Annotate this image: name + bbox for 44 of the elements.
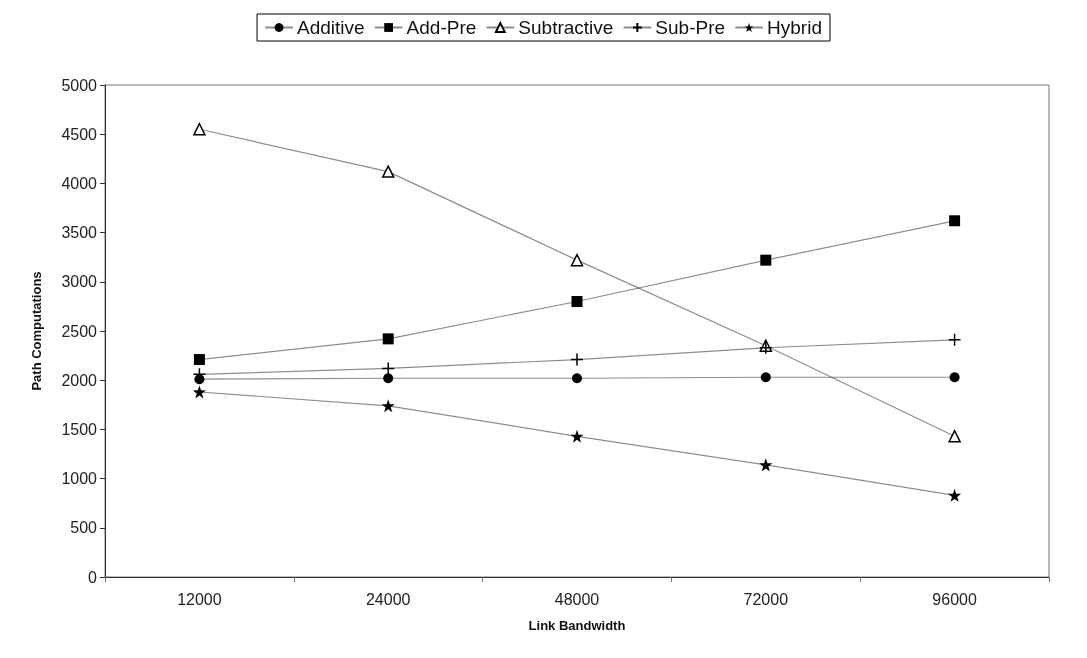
point: [193, 354, 205, 366]
y-tick-label: 4000: [61, 174, 98, 192]
point: [383, 373, 394, 384]
point: [381, 399, 395, 413]
point: [570, 253, 584, 267]
point: [759, 458, 773, 472]
legend-label: Additive: [297, 17, 365, 38]
x-axis-title: Link Bandwidth: [528, 618, 626, 633]
y-tick-label: 4500: [61, 125, 98, 143]
point: [760, 254, 772, 266]
point: [381, 165, 395, 178]
y-tick-label: 2000: [61, 371, 98, 389]
legend-label: Sub-Pre: [655, 17, 726, 38]
x-tick-label: 72000: [743, 590, 789, 608]
y-tick-label: 500: [70, 519, 98, 537]
legend-label: Hybrid: [767, 17, 822, 38]
point: [572, 373, 582, 384]
point: [948, 430, 961, 443]
point: [192, 385, 206, 399]
y-axis-title: Path Computations: [29, 271, 44, 391]
point: [948, 488, 962, 502]
point: [949, 215, 961, 227]
point: [949, 372, 960, 383]
point: [381, 361, 395, 376]
point: [570, 429, 584, 443]
point: [570, 352, 584, 367]
legend-label: Subtractive: [518, 17, 614, 38]
y-tick-label: 1000: [61, 470, 98, 488]
point: [193, 123, 206, 136]
y-tick-label: 3000: [61, 273, 98, 291]
legend-label: Add-Pre: [406, 17, 477, 38]
point: [760, 372, 771, 383]
x-tick-label: 48000: [554, 590, 600, 608]
point: [382, 333, 394, 345]
x-tick-label: 96000: [932, 590, 977, 608]
y-tick-label: 1500: [61, 420, 98, 438]
point: [571, 295, 583, 307]
x-tick-label: 24000: [365, 590, 411, 608]
y-tick-label: 3500: [61, 224, 98, 242]
y-tick-label: 5000: [61, 76, 98, 94]
x-tick-label: 12000: [177, 590, 222, 608]
y-tick-label: 2500: [61, 322, 98, 340]
y-tick-label: 0: [88, 568, 98, 586]
point: [947, 333, 962, 347]
